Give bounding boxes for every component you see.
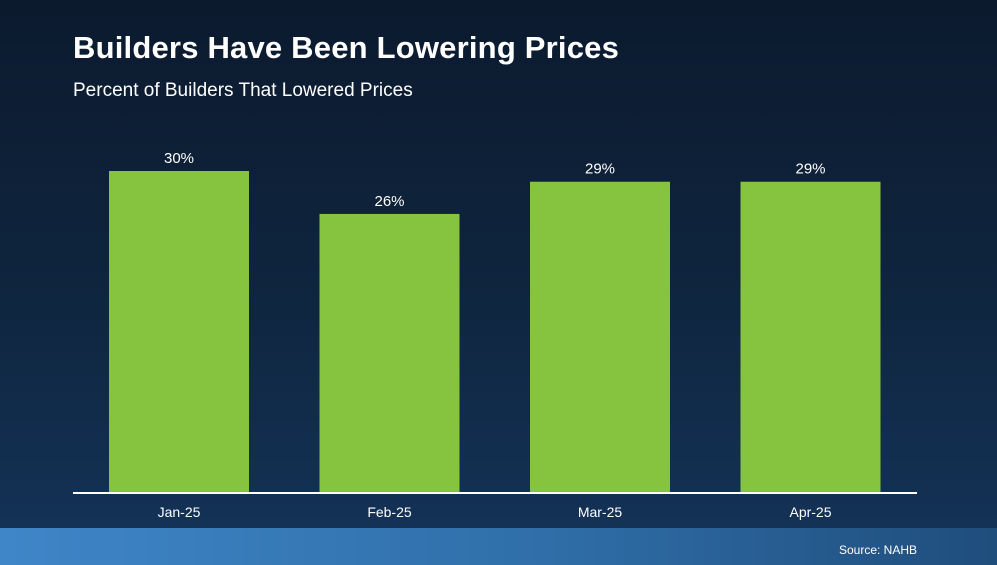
x-tick-label: Mar-25 (578, 504, 623, 520)
data-label: 26% (374, 193, 404, 210)
x-tick-label: Apr-25 (789, 504, 831, 520)
chart-subtitle: Percent of Builders That Lowered Prices (73, 80, 413, 101)
x-tick-label: Feb-25 (367, 504, 412, 520)
data-label: 29% (795, 161, 825, 178)
data-label: 29% (585, 161, 615, 178)
footer-bar: Source: NAHB (0, 528, 997, 565)
bar-mar-25 (530, 181, 670, 493)
x-tick-label: Jan-25 (158, 504, 201, 520)
chart-title: Builders Have Been Lowering Prices (73, 30, 620, 65)
bar-feb-25 (319, 213, 460, 493)
source-note: Source: NAHB (838, 543, 917, 557)
bar-apr-25 (740, 181, 881, 493)
bar-jan-25 (109, 171, 249, 493)
data-label: 30% (164, 150, 194, 167)
bar-chart: 30% Jan-25 26% Feb-25 29% Mar-25 29% Apr-25 (109, 150, 881, 520)
